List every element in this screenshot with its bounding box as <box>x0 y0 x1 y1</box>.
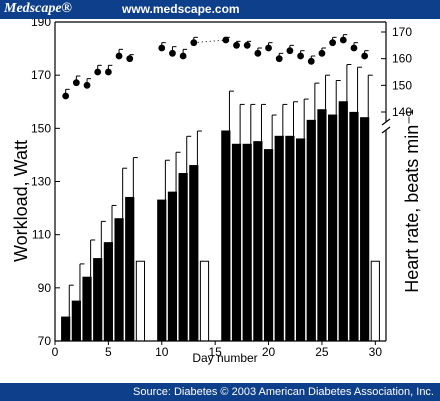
workload-bar-day-22 <box>285 135 295 342</box>
heart-rate-point-day-10 <box>158 44 166 52</box>
y2-tick-label-160: 160 <box>392 52 412 66</box>
workload-bar-day-1 <box>61 316 71 342</box>
footer-banner: Source: Diabetes © 2003 American Diabete… <box>0 383 440 401</box>
heart-rate-point-day-3 <box>83 81 91 89</box>
workload-bar-day-29 <box>360 117 370 342</box>
site-url[interactable]: www.medscape.com <box>122 2 240 16</box>
x-tick-label-30: 30 <box>369 345 383 359</box>
bars-layer <box>61 64 380 342</box>
heart-rate-point-day-29 <box>361 52 369 60</box>
heart-rate-point-day-12 <box>179 52 187 60</box>
workload-bar-day-16 <box>221 130 231 342</box>
workload-heart-rate-chart: 70 90 110 130 150 170 190 140 150 160 170 0 5 10 15 20 2… <box>11 19 422 365</box>
heart-rate-gap-connector <box>193 39 226 44</box>
header-banner: Medscape® www.medscape.com <box>0 0 440 19</box>
heart-rate-point-day-17 <box>233 41 240 49</box>
workload-bar-day-17 <box>231 143 242 342</box>
workload-bar-day-4 <box>93 258 103 342</box>
heart-rate-point-day-21 <box>275 55 283 63</box>
heart-rate-point-day-7 <box>126 55 134 63</box>
heart-rate-point-day-22 <box>286 47 294 55</box>
axis-break-mark-bottom <box>381 126 391 134</box>
y-tick-label-190: 190 <box>31 19 51 29</box>
y2-axis-label: Heart rate, beats min⁻¹ <box>402 109 422 293</box>
y-tick-label-170: 170 <box>31 68 51 82</box>
workload-bar-day-5 <box>103 242 113 342</box>
control-bar-day-30 <box>370 260 380 342</box>
y2-tick-label-170: 170 <box>392 25 412 39</box>
y-tick-label-150: 150 <box>31 121 51 135</box>
axis-break-mark-top <box>381 118 391 126</box>
x-tick-label-15: 15 <box>208 345 222 359</box>
workload-bar-day-18 <box>242 143 252 342</box>
workload-bar-day-2 <box>71 300 81 342</box>
brand-logo[interactable]: Medscape® <box>4 1 72 16</box>
heart-rate-point-day-2 <box>72 79 80 87</box>
heart-rate-point-day-19 <box>254 49 262 57</box>
y-tick-label-90: 90 <box>38 281 52 295</box>
workload-bar-day-3 <box>82 276 92 342</box>
workload-bar-day-20 <box>263 149 274 342</box>
workload-bar-day-25 <box>317 109 327 342</box>
source-credit: Source: Diabetes © 2003 American Diabete… <box>133 386 434 398</box>
workload-bar-day-11 <box>167 191 178 342</box>
axis-ticks: 70 90 110 130 150 170 190 140 150 160 170 0 5 10 15 20 2… <box>31 19 412 359</box>
heart-rate-point-day-28 <box>350 44 358 52</box>
y-tick-label-130: 130 <box>31 175 51 189</box>
heart-rate-point-day-20 <box>265 44 272 52</box>
workload-bar-day-28 <box>349 111 359 342</box>
control-bar-day-14 <box>199 260 210 342</box>
heart-rate-point-day-25 <box>318 49 326 57</box>
workload-bar-day-6 <box>114 218 124 342</box>
x-tick-label-20: 20 <box>262 345 276 359</box>
workload-bar-day-19 <box>253 141 263 342</box>
y2-tick-label-150: 150 <box>392 78 412 92</box>
heart-rate-point-day-16 <box>222 36 230 44</box>
workload-bar-day-13 <box>189 165 199 342</box>
workload-bar-day-23 <box>295 138 306 342</box>
y-axis-label: Workload, Watt <box>11 140 31 262</box>
workload-bar-day-26 <box>328 114 338 342</box>
x-tick-label-0: 0 <box>52 345 59 359</box>
heart-rate-layer <box>62 34 369 100</box>
heart-rate-point-day-6 <box>115 52 123 60</box>
x-axis-label: Day number <box>192 351 257 365</box>
x-tick-label-25: 25 <box>315 345 329 359</box>
x-tick-label-10: 10 <box>155 345 169 359</box>
heart-rate-point-day-26 <box>329 39 337 47</box>
heart-rate-point-day-4 <box>94 68 102 76</box>
heart-rate-point-day-5 <box>104 68 112 76</box>
heart-rate-point-day-24 <box>307 57 315 65</box>
heart-rate-point-day-11 <box>169 49 176 57</box>
heart-rate-point-day-27 <box>339 36 347 44</box>
heart-rate-point-day-18 <box>243 41 251 49</box>
y-tick-label-70: 70 <box>38 334 52 348</box>
control-bar-day-8 <box>135 260 146 342</box>
workload-bar-day-21 <box>274 135 284 342</box>
heart-rate-point-day-13 <box>190 39 198 47</box>
workload-bar-day-12 <box>178 173 188 342</box>
workload-bar-day-10 <box>157 199 167 342</box>
workload-bar-day-27 <box>338 101 348 342</box>
heart-rate-point-day-1 <box>62 92 70 100</box>
workload-bar-day-7 <box>125 196 135 342</box>
y2-tick-label-140: 140 <box>392 105 412 119</box>
heart-rate-point-day-23 <box>297 52 304 60</box>
workload-bar-day-24 <box>306 119 316 342</box>
x-tick-label-5: 5 <box>105 345 112 359</box>
y-tick-label-110: 110 <box>32 228 51 242</box>
